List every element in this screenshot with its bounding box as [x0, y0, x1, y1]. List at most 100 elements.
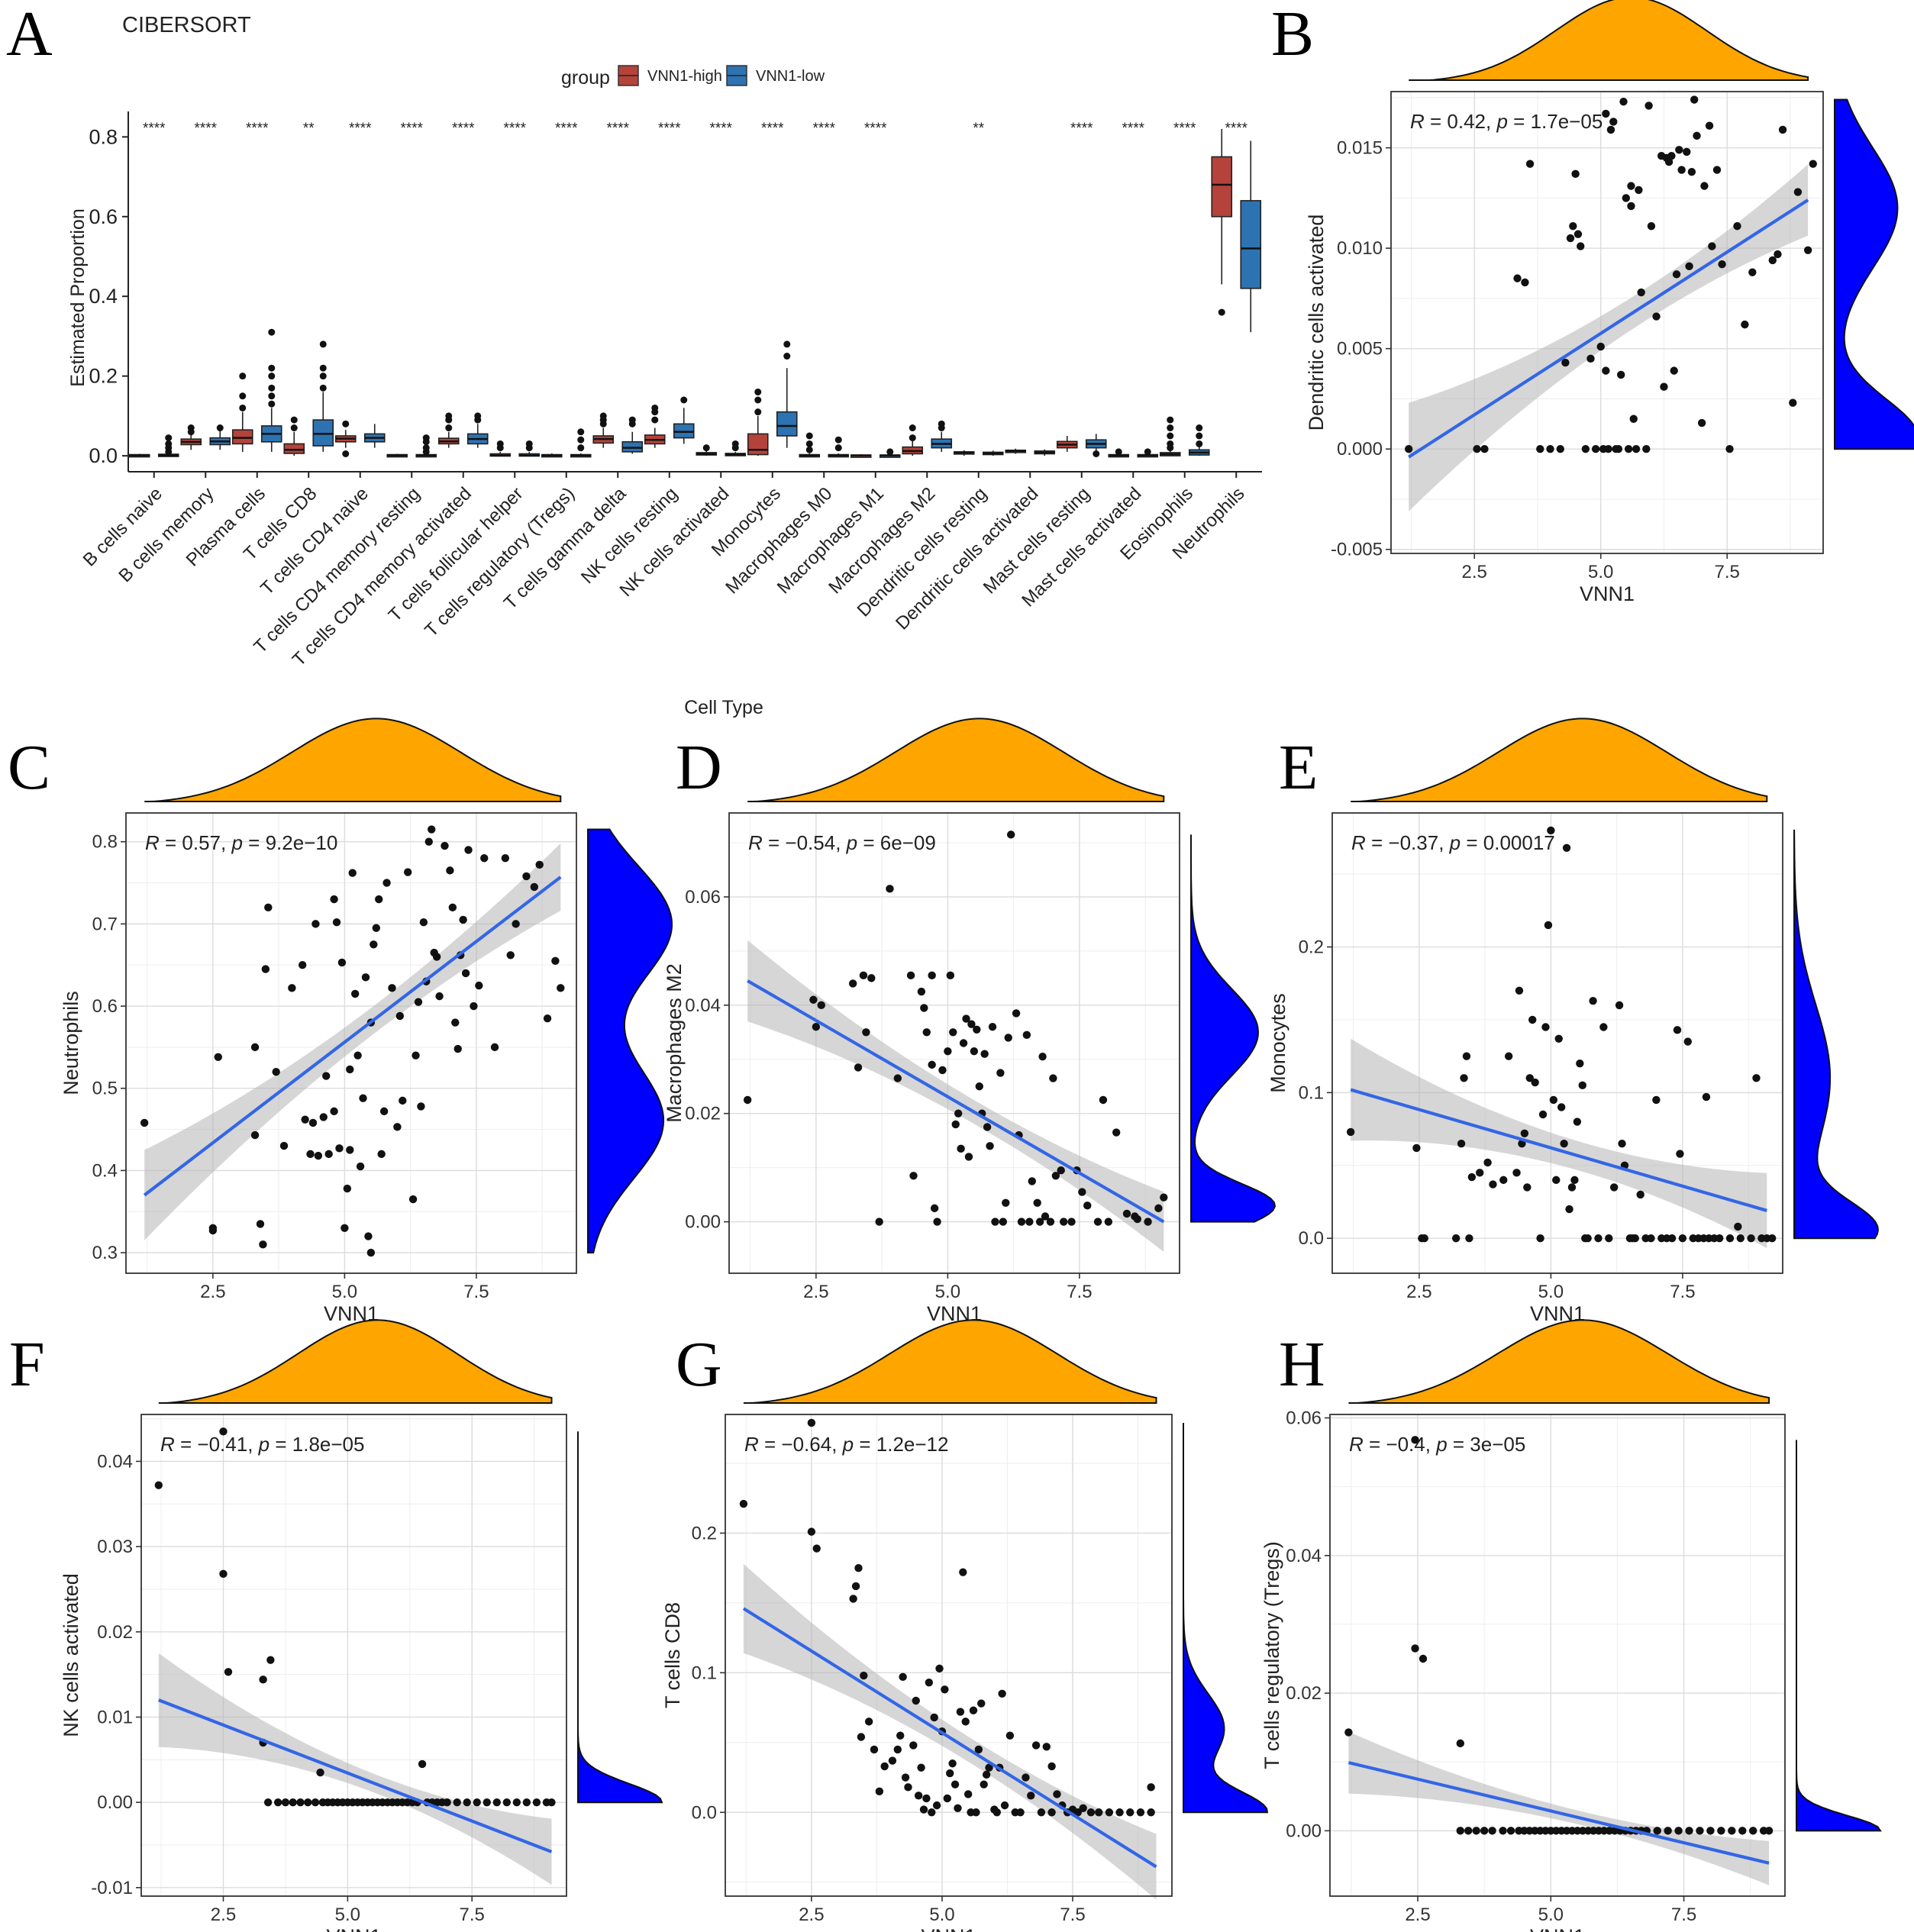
scatter-point — [1570, 1176, 1579, 1185]
outlier-point — [290, 424, 298, 432]
scatter-point — [459, 915, 467, 924]
outlier-point — [1167, 432, 1174, 440]
scatter-point — [1131, 1212, 1139, 1221]
scatter-point — [1617, 370, 1625, 379]
scatter-point — [938, 1066, 947, 1075]
scatter-point — [807, 1527, 816, 1536]
scatter-point — [944, 1047, 952, 1056]
scatter-point — [1764, 1827, 1774, 1835]
scatter-point — [1683, 147, 1691, 156]
scatter-point — [557, 984, 565, 992]
annotation-symbol: p — [258, 1433, 270, 1456]
scatter-point — [951, 1780, 960, 1788]
scatter-point — [1525, 160, 1535, 168]
scatter-point — [933, 1218, 941, 1226]
scatter-point — [1078, 1188, 1086, 1196]
scatter-point — [812, 1544, 821, 1553]
scatter-point — [435, 992, 444, 1001]
scatter-point — [970, 1047, 979, 1056]
scatter-point — [909, 1741, 918, 1750]
scatter-point — [259, 1240, 267, 1249]
annotation-value: = 0.00017 — [1461, 831, 1555, 854]
scatter-point — [980, 1780, 988, 1788]
scatter-point — [999, 1218, 1008, 1226]
scatter-point — [140, 1118, 149, 1127]
scatter-point — [1667, 1234, 1677, 1243]
scatter-point — [983, 1123, 992, 1131]
scatter-point — [1531, 1078, 1539, 1087]
scatter-point — [1644, 102, 1653, 110]
scatter-point — [1581, 445, 1590, 453]
scatter-point — [316, 1768, 324, 1777]
scatter-point — [1419, 1654, 1428, 1663]
box-low — [776, 411, 798, 437]
scatter-point — [289, 1798, 297, 1807]
annotation-symbol: p — [1435, 1433, 1447, 1456]
confidence-band — [1348, 1731, 1770, 1885]
scatter-point — [1618, 1139, 1626, 1148]
outlier-point — [268, 384, 276, 392]
scatter-point — [906, 971, 915, 980]
scatter-point — [1569, 222, 1577, 231]
plot-frame — [728, 812, 1180, 1274]
scatter-point — [1053, 1790, 1061, 1798]
scatter-point — [1637, 288, 1645, 297]
scatter-point — [812, 1023, 821, 1031]
scatter-point — [1571, 169, 1580, 179]
scatter-point — [991, 1218, 999, 1226]
confidence-band — [144, 843, 561, 1240]
regression-line — [742, 1607, 1157, 1869]
scatter-point — [1774, 250, 1782, 259]
box-low — [312, 419, 334, 447]
scatter-point — [1738, 1827, 1747, 1835]
x-tick-label: 2.5 — [799, 1905, 824, 1925]
scatter-point — [1544, 921, 1553, 930]
scatter-point — [473, 1798, 481, 1807]
scatter-point — [346, 1146, 354, 1154]
y-tick-label: 0.02 — [1286, 1683, 1322, 1704]
panel-a-title: CIBERSORT — [122, 13, 251, 37]
x-tick-label: 5.0 — [332, 1282, 357, 1302]
scatter-point — [1573, 230, 1583, 238]
scatter-point — [1578, 1081, 1586, 1090]
significance-label: **** — [1173, 121, 1196, 137]
outlier-point — [319, 384, 327, 392]
scatter-point — [1748, 1827, 1757, 1835]
y-axis-title: Macrophages M2 — [663, 963, 686, 1123]
scatter-point — [925, 1678, 934, 1687]
box-low — [673, 423, 695, 439]
scatter-point — [1002, 1198, 1010, 1207]
legend-label-high: VNN1-high — [647, 68, 722, 85]
scatter-point — [860, 1671, 868, 1680]
scatter-point — [972, 1808, 980, 1817]
x-tick-label: 2.5 — [1405, 1905, 1430, 1925]
scatter-point — [1006, 831, 1015, 839]
outlier-point — [1167, 424, 1174, 432]
x-tick-label: 7.5 — [460, 1905, 485, 1925]
x-tick-label: 5.0 — [335, 1905, 360, 1925]
x-axis-title: VNN1 — [326, 1925, 381, 1932]
correlation-annotation: R = 0.42, p = 1.7e−05 — [1410, 110, 1603, 133]
scatter-point — [1725, 445, 1734, 453]
y-tick-label: 0.01 — [97, 1707, 133, 1727]
scatter-point — [1025, 1218, 1034, 1226]
plot-frame — [125, 812, 577, 1274]
scatter-point — [917, 987, 926, 996]
scatter-point — [1664, 1827, 1672, 1835]
y-tick-label: 0.00 — [685, 1212, 721, 1233]
right-density — [587, 828, 673, 1254]
significance-label: **** — [400, 121, 423, 137]
x-axis-title: VNN1 — [921, 1925, 976, 1932]
top-density — [144, 718, 562, 802]
y-tick-label: 0.03 — [97, 1537, 133, 1557]
scatter-point — [263, 1798, 273, 1807]
outlier-point — [319, 340, 327, 348]
scatter-point — [1122, 1209, 1131, 1218]
significance-label: **** — [349, 121, 372, 137]
scatter-point — [1622, 194, 1631, 202]
box-high — [747, 433, 769, 456]
scatter-point — [1609, 118, 1618, 126]
scatter-point — [1557, 1103, 1566, 1111]
box-high — [231, 429, 253, 445]
outlier-point — [187, 424, 195, 432]
